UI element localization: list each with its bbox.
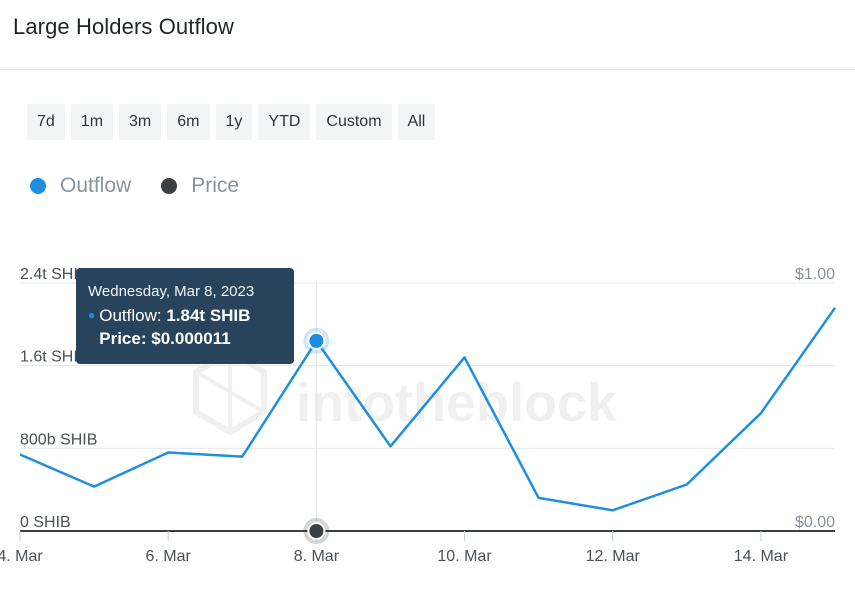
price-point xyxy=(307,521,326,540)
watermark-text: intotheblock xyxy=(296,373,618,433)
y-axis-right-tick-label: $0.00 xyxy=(795,514,835,531)
tooltip-outflow-row: ● Outflow: 1.84t SHIB xyxy=(88,304,282,327)
legend-dot-outflow xyxy=(30,178,46,194)
header-divider xyxy=(0,69,855,70)
chart-title: Large Holders Outflow xyxy=(13,14,234,39)
chart-tooltip: Wednesday, Mar 8, 2023 ● Outflow: 1.84t S… xyxy=(76,268,294,364)
x-axis-tick-label: 6. Mar xyxy=(146,548,192,565)
range-6m-button[interactable]: 6m xyxy=(167,104,210,140)
legend-item-price[interactable]: Price xyxy=(161,174,239,198)
y-axis-right-tick-label: $1.00 xyxy=(795,266,835,283)
tooltip-price-dot: ● xyxy=(88,331,96,345)
range-1y-button[interactable]: 1y xyxy=(215,104,253,140)
range-7d-button[interactable]: 7d xyxy=(27,104,65,140)
x-axis-tick-label: 14. Mar xyxy=(734,548,789,565)
legend-label-outflow: Outflow xyxy=(60,174,132,197)
range-ytd-button[interactable]: YTD xyxy=(258,104,311,140)
x-axis-tick-label: 8. Mar xyxy=(294,548,340,565)
range-selector: 7d 1m 3m 6m 1y YTD Custom All xyxy=(27,104,436,140)
legend-label-price: Price xyxy=(191,174,240,197)
tooltip-outflow-dot: ● xyxy=(88,308,96,322)
legend-dot-price xyxy=(161,178,178,194)
tooltip-price-label: Price: xyxy=(99,329,152,348)
legend-item-outflow[interactable]: Outflow xyxy=(30,174,131,198)
range-all-button[interactable]: All xyxy=(397,104,436,140)
chart-legend: Outflow Price xyxy=(30,174,269,198)
tooltip-date: Wednesday, Mar 8, 2023 xyxy=(88,283,255,300)
tooltip-outflow-value: 1.84t SHIB xyxy=(166,306,251,325)
outflow-highlight-point xyxy=(307,331,326,350)
tooltip-price-row: ● Price: $0.000011 xyxy=(88,327,282,350)
tooltip-outflow-label: Outflow: xyxy=(99,306,167,325)
y-axis-left-tick-label: 0 SHIB xyxy=(20,514,71,531)
watermark-logo: intotheblock xyxy=(193,348,618,436)
y-axis-left-tick-label: 1.6t SHIB xyxy=(20,349,88,366)
x-axis-tick-label: 4. Mar xyxy=(0,548,43,565)
tooltip-price-value: $0.000011 xyxy=(151,329,231,348)
range-3m-button[interactable]: 3m xyxy=(119,104,162,140)
range-1m-button[interactable]: 1m xyxy=(70,104,114,140)
range-custom-button[interactable]: Custom xyxy=(316,104,392,140)
x-axis-tick-label: 10. Mar xyxy=(437,548,492,565)
x-axis-tick-label: 12. Mar xyxy=(586,548,641,565)
y-axis-left-tick-label: 2.4t SHIB xyxy=(20,266,88,283)
outflow-series-line xyxy=(19,307,837,512)
y-axis-left-tick-label: 800b SHIB xyxy=(20,431,97,448)
